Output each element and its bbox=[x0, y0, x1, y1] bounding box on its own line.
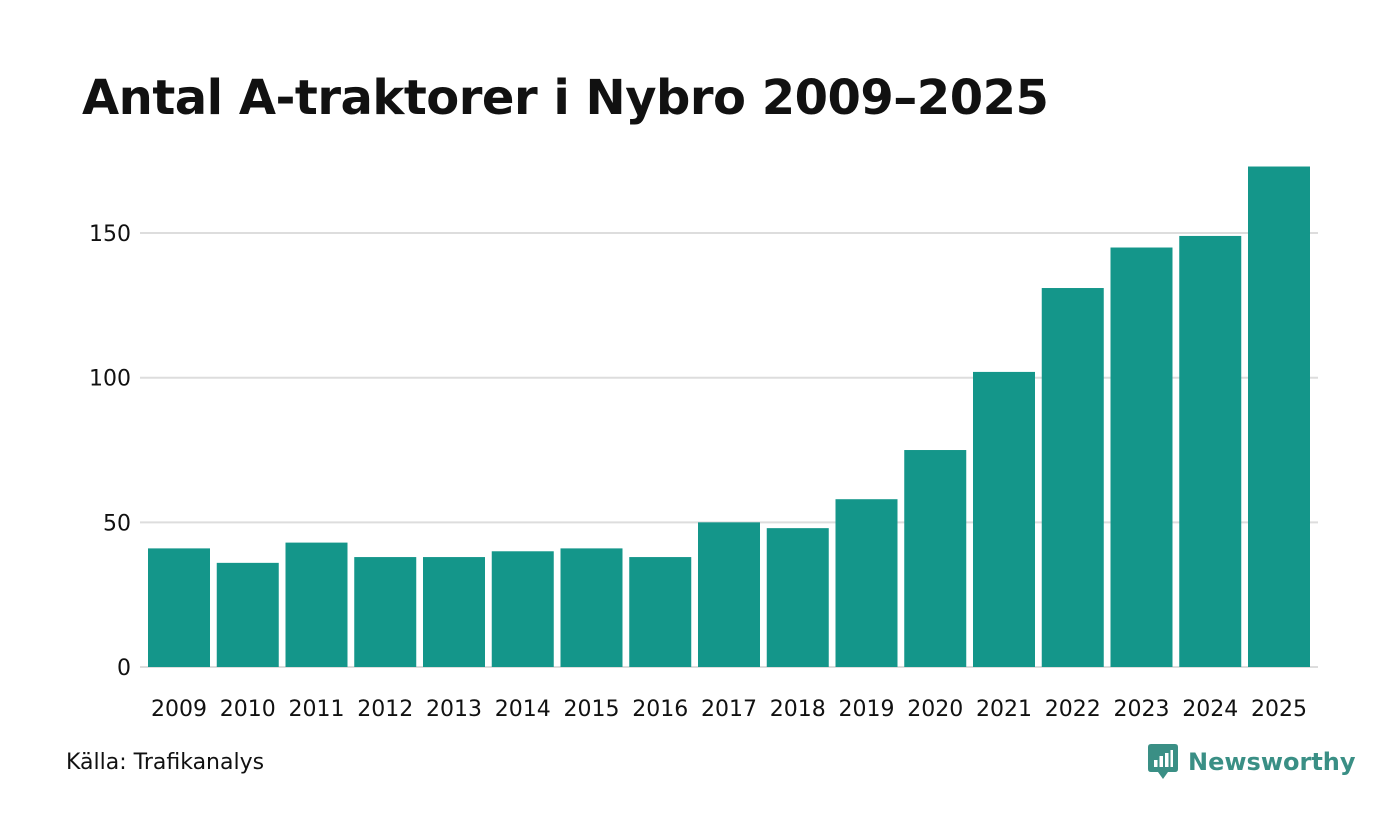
bar-2016 bbox=[629, 557, 692, 667]
x-tick-label: 2012 bbox=[357, 697, 413, 722]
x-tick-label: 2025 bbox=[1251, 697, 1307, 722]
x-tick-label: 2020 bbox=[907, 697, 963, 722]
bar-2012 bbox=[354, 557, 417, 667]
bar-2013 bbox=[423, 557, 485, 667]
bar-2025 bbox=[1248, 166, 1310, 668]
x-tick-label: 2009 bbox=[151, 697, 207, 722]
x-tick-label: 2015 bbox=[564, 697, 620, 722]
bar-2021 bbox=[973, 371, 1035, 667]
bar-2014 bbox=[491, 551, 554, 667]
x-tick-label: 2011 bbox=[289, 697, 345, 722]
y-tick-label: 100 bbox=[89, 367, 131, 392]
x-tick-label: 2016 bbox=[632, 697, 688, 722]
x-tick-label: 2014 bbox=[495, 697, 551, 722]
brand-name: Newsworthy bbox=[1188, 748, 1356, 776]
source-note: Källa: Trafikanalys bbox=[66, 750, 265, 775]
x-tick-label: 2024 bbox=[1182, 697, 1238, 722]
chart-title: Antal A-traktorer i Nybro 2009–2025 bbox=[82, 70, 1049, 126]
bar-2010 bbox=[216, 562, 279, 667]
x-tick-label: 2017 bbox=[701, 697, 757, 722]
x-tick-label: 2010 bbox=[220, 697, 276, 722]
bar-2009 bbox=[148, 548, 210, 667]
x-tick-label: 2019 bbox=[839, 697, 895, 722]
bar-2015 bbox=[560, 548, 623, 667]
x-tick-label: 2023 bbox=[1114, 697, 1170, 722]
bar-2023 bbox=[1110, 247, 1173, 667]
bar-2019 bbox=[835, 499, 898, 667]
bar-2011 bbox=[285, 542, 348, 667]
x-tick-label: 2022 bbox=[1045, 697, 1101, 722]
bar-2020 bbox=[904, 450, 967, 667]
bar-2022 bbox=[1041, 288, 1104, 667]
y-tick-label: 150 bbox=[89, 222, 131, 247]
bar-2018 bbox=[766, 528, 829, 667]
bar-2017 bbox=[698, 522, 760, 667]
bar-2024 bbox=[1179, 235, 1242, 667]
x-tick-label: 2013 bbox=[426, 697, 482, 722]
x-tick-label: 2018 bbox=[770, 697, 826, 722]
newsworthy-chart-icon bbox=[1148, 744, 1178, 779]
y-tick-label: 50 bbox=[103, 511, 131, 536]
x-tick-label: 2021 bbox=[976, 697, 1032, 722]
y-tick-label: 0 bbox=[117, 656, 131, 681]
brand-logo: Newsworthy bbox=[1148, 744, 1356, 780]
